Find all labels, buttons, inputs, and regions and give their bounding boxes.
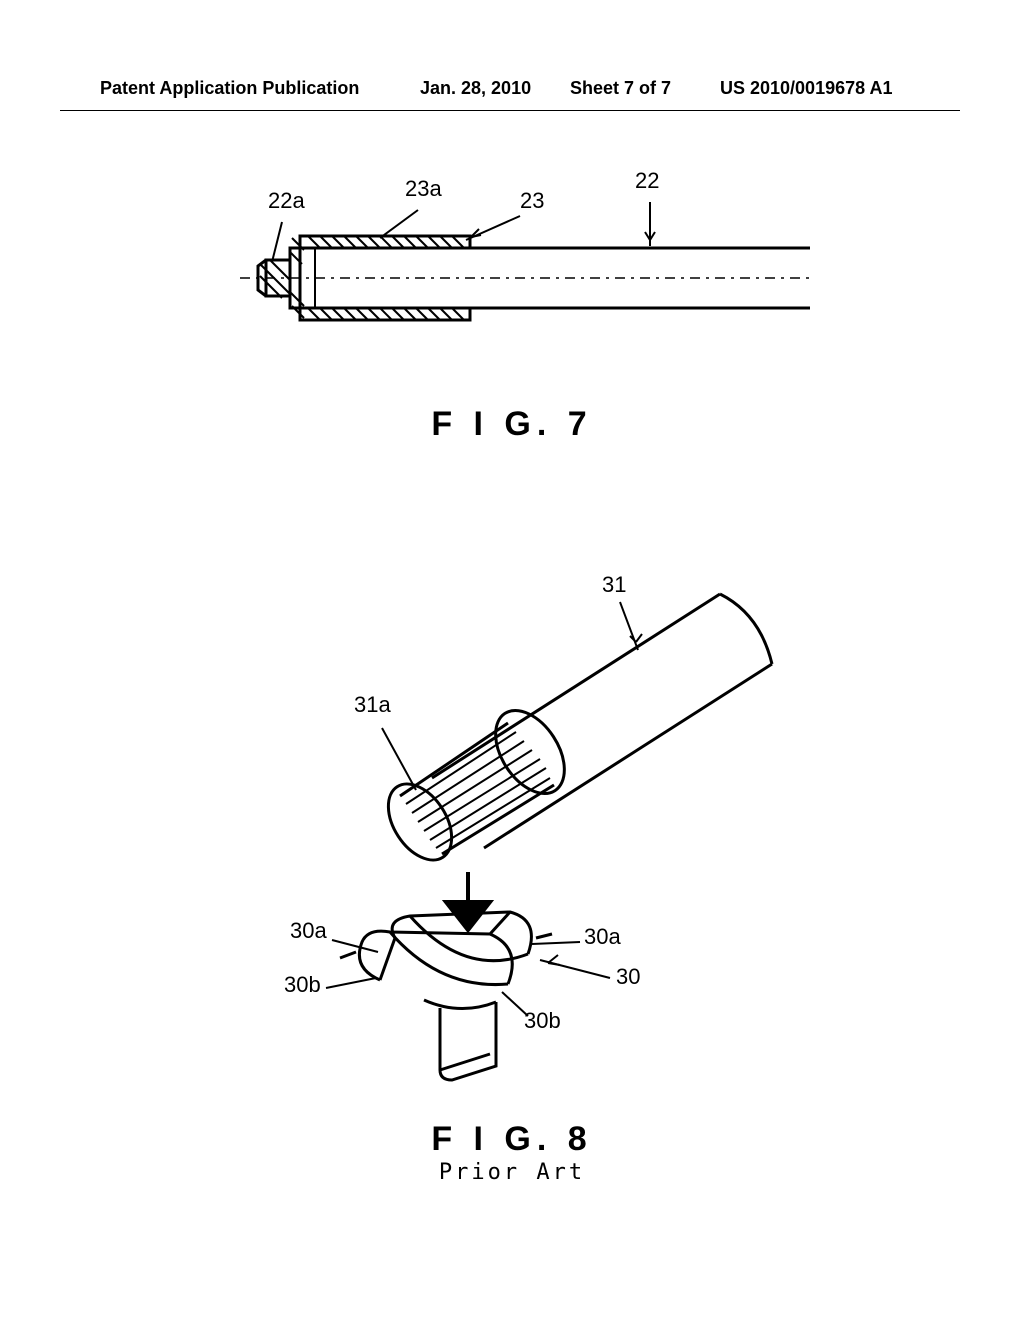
figure-8-title: F I G. 8 <box>0 1120 1024 1159</box>
fig7-label-23: 23 <box>520 188 544 214</box>
figure-8-subtitle: Prior Art <box>0 1160 1024 1185</box>
fig8-label-30a-left: 30a <box>290 918 327 944</box>
figure-8: 31 31a 30a 30a 30b 30b 30 <box>240 560 800 1100</box>
fig8-label-30b-right: 30b <box>524 1008 561 1034</box>
figure-7-title: F I G. 7 <box>0 405 1024 444</box>
fig7-label-23a: 23a <box>405 176 442 202</box>
header-rule <box>60 110 960 111</box>
fig8-label-31: 31 <box>602 572 626 598</box>
figure-7: 22a 23a 22 23 <box>230 160 830 440</box>
fig8-label-30b-left: 30b <box>284 972 321 998</box>
fig7-label-22: 22 <box>635 168 659 194</box>
figure-8-drawing <box>240 560 800 1100</box>
fig7-label-22a: 22a <box>268 188 305 214</box>
header-date: Jan. 28, 2010 <box>420 78 531 99</box>
header-pub-type: Patent Application Publication <box>100 78 359 99</box>
fig8-label-30: 30 <box>616 964 640 990</box>
fig8-label-30a-right: 30a <box>584 924 621 950</box>
header-sheet: Sheet 7 of 7 <box>570 78 671 99</box>
header-patnum: US 2010/0019678 A1 <box>720 78 892 99</box>
fig8-label-31a: 31a <box>354 692 391 718</box>
